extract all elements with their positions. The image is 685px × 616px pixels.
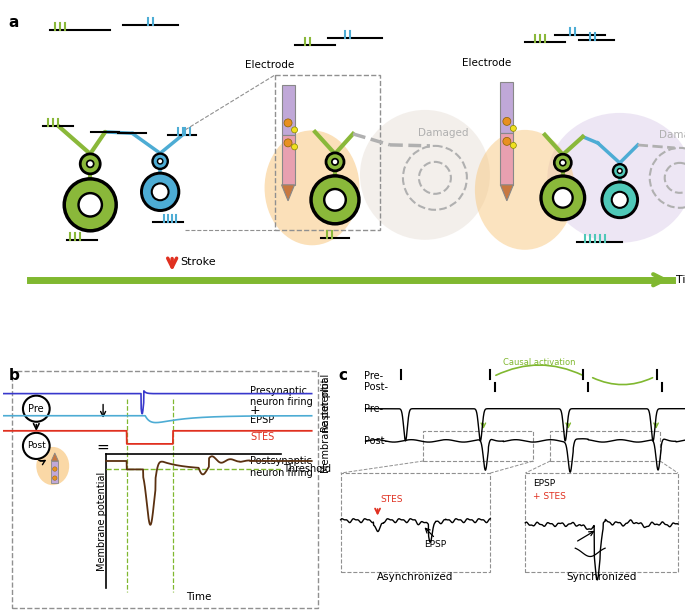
FancyBboxPatch shape [51,461,58,483]
Circle shape [503,137,511,145]
Text: Damaged: Damaged [660,130,685,140]
Circle shape [510,126,516,131]
Circle shape [53,467,57,471]
Circle shape [541,176,584,220]
Circle shape [510,142,516,148]
Text: Asynchronized: Asynchronized [377,572,453,582]
Text: STES: STES [381,495,403,505]
Ellipse shape [264,131,360,245]
Circle shape [602,182,638,217]
Text: Threshold: Threshold [283,464,331,474]
Text: Post: Post [27,442,46,450]
Ellipse shape [36,447,69,485]
Circle shape [64,179,116,231]
Ellipse shape [360,110,490,240]
Ellipse shape [475,130,575,249]
Text: a: a [8,15,18,30]
Polygon shape [51,453,58,461]
Circle shape [612,192,627,208]
Circle shape [311,176,359,224]
Text: Membrane potential: Membrane potential [97,472,107,571]
Text: Stroke: Stroke [180,257,216,267]
Text: Pre-: Pre- [364,403,383,414]
Text: Post-: Post- [364,436,388,446]
Circle shape [326,153,344,171]
Text: Time line: Time line [675,275,685,285]
Circle shape [158,158,163,164]
FancyBboxPatch shape [282,85,295,135]
FancyBboxPatch shape [500,82,513,134]
Circle shape [554,154,571,171]
Circle shape [617,169,622,173]
Text: EPSP: EPSP [425,540,447,549]
Text: + STES: + STES [534,492,566,501]
Circle shape [560,160,566,166]
Circle shape [53,476,57,480]
FancyBboxPatch shape [500,134,513,185]
FancyBboxPatch shape [525,473,678,572]
Circle shape [503,118,511,126]
Text: Electrode: Electrode [462,58,512,68]
Circle shape [80,154,100,174]
FancyBboxPatch shape [340,473,490,572]
Circle shape [284,119,292,127]
Text: Post-: Post- [364,381,388,392]
Circle shape [152,184,169,200]
Circle shape [23,395,49,422]
Text: Pre: Pre [29,403,44,414]
Text: Damaged: Damaged [418,128,468,138]
Text: EPSP: EPSP [534,479,556,488]
Circle shape [23,433,49,459]
Circle shape [332,159,338,165]
Circle shape [553,188,573,208]
Text: Membrane potential: Membrane potential [321,374,331,474]
Circle shape [142,173,179,211]
FancyBboxPatch shape [282,135,295,185]
Text: Postsynaptic
neuron firing: Postsynaptic neuron firing [250,456,313,478]
Text: STES: STES [250,432,274,442]
Polygon shape [500,185,513,201]
Text: c: c [338,368,348,384]
Circle shape [613,164,627,178]
Text: Time: Time [186,592,212,602]
Circle shape [292,144,297,150]
Circle shape [87,160,94,168]
Circle shape [292,127,297,133]
Circle shape [284,139,292,147]
Text: Electrode: Electrode [245,60,295,70]
Text: +: + [250,404,261,417]
Circle shape [153,153,168,169]
Text: Raster plot: Raster plot [321,378,331,432]
Text: Presynaptic
neuron firing: Presynaptic neuron firing [250,386,313,407]
Text: Causal activation: Causal activation [503,359,575,368]
Circle shape [79,193,102,216]
Text: Pre-: Pre- [364,370,383,381]
Text: EPSP: EPSP [250,415,274,425]
Text: Synchronized: Synchronized [566,572,637,582]
Text: b: b [8,368,19,384]
Circle shape [324,189,346,211]
Text: =: = [97,439,110,455]
Ellipse shape [547,113,685,243]
Polygon shape [282,185,295,201]
